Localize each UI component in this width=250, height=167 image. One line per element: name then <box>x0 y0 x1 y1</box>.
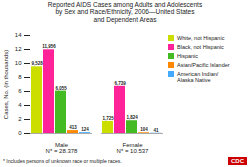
html-text:Black, not Hispanic: Black, not Hispanic <box>177 44 224 50</box>
svg-text:MaleN* = 28,378: MaleN* = 28,378 <box>46 142 79 153</box>
svg-text:14: 14 <box>15 32 22 38</box>
svg-text:9,528: 9,528 <box>31 61 43 66</box>
svg-text:8: 8 <box>18 74 22 80</box>
svg-text:10: 10 <box>15 60 22 66</box>
svg-text:124: 124 <box>81 127 89 132</box>
svg-text:104: 104 <box>140 127 148 132</box>
svg-text:1,725: 1,725 <box>102 116 114 121</box>
svg-text:1,824: 1,824 <box>126 115 138 120</box>
svg-text:FemaleN* = 10,537: FemaleN* = 10,537 <box>117 142 150 153</box>
svg-text:41: 41 <box>153 128 159 133</box>
html-text:Hispanic: Hispanic <box>177 53 199 60</box>
svg-text:6,739: 6,739 <box>114 81 126 86</box>
svg-text:12: 12 <box>15 46 22 52</box>
svg-text:2: 2 <box>18 116 22 122</box>
svg-text:413: 413 <box>69 125 77 130</box>
svg-text:Cases, No. (in thousands): Cases, No. (in thousands) <box>3 50 9 119</box>
html-text:* Includes persons of unknown: * Includes persons of unknown race or mu… <box>3 157 122 164</box>
html-text:American Indian/ Alaska Native: American Indian/ Alaska Native <box>177 71 219 84</box>
svg-text:6,055: 6,055 <box>55 86 67 91</box>
svg-text:11,956: 11,956 <box>42 44 56 49</box>
svg-text:6: 6 <box>18 88 22 94</box>
svg-text:4: 4 <box>18 102 22 108</box>
html-text:Reported AIDS Cases among Adul: Reported AIDS Cases among Adults and Ado… <box>47 1 203 23</box>
html-text:White, not Hispanic: White, not Hispanic <box>177 35 225 41</box>
html-text:Asian/Pacific Islander: Asian/Pacific Islander <box>177 62 230 69</box>
svg-text:0: 0 <box>18 130 22 136</box>
html-text:CDC: CDC <box>231 157 244 164</box>
